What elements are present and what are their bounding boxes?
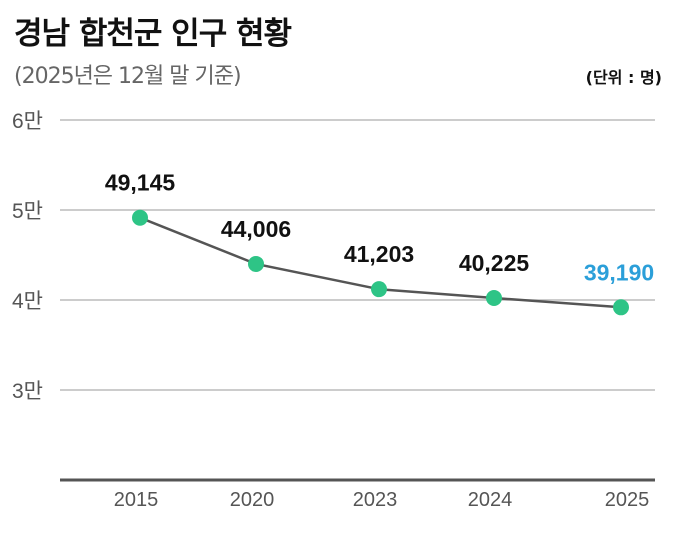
x-tick-label: 2024: [468, 489, 513, 511]
data-point: [486, 289, 502, 306]
y-tick-label: 4만: [12, 290, 43, 313]
y-tick-label: 5만: [12, 200, 43, 223]
y-tick-label: 3만: [12, 380, 43, 403]
data-point: [248, 255, 264, 272]
data-label: 40,225: [459, 250, 530, 276]
data-point: [613, 299, 629, 316]
chart-title: 경남 합천군 인구 현황: [14, 16, 292, 52]
chart-subtitle: (2025년은 12월 말 기준): [14, 64, 242, 89]
data-point: [371, 281, 387, 298]
y-tick-label: 6만: [12, 110, 43, 133]
data-point: [132, 209, 148, 226]
x-tick-label: 2015: [114, 489, 159, 511]
unit-label: (단위 : 명): [585, 68, 662, 87]
x-tick-label: 2025: [605, 489, 650, 511]
x-tick-label: 2020: [230, 489, 275, 511]
data-label: 49,145: [105, 170, 176, 196]
data-label: 41,203: [344, 241, 414, 267]
x-tick-label: 2023: [353, 489, 398, 511]
data-label: 44,006: [221, 216, 291, 242]
data-label: 39,190: [584, 259, 654, 285]
